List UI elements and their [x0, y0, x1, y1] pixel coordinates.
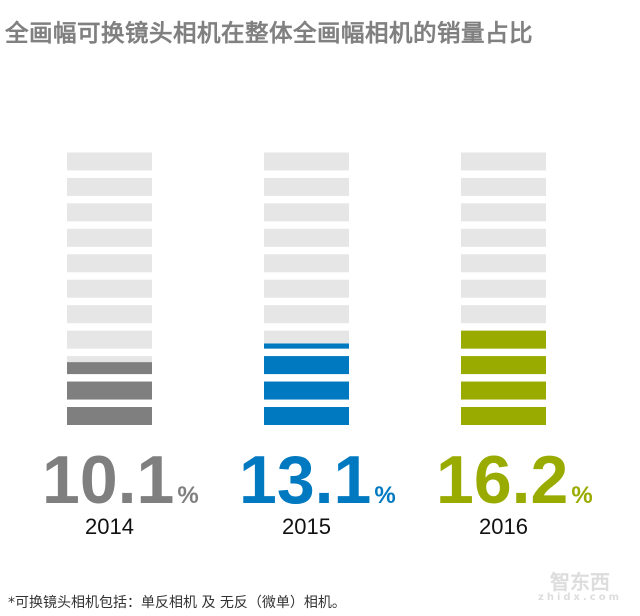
bar-stripe-background: [264, 152, 349, 171]
watermark-logo-text: 智东西: [550, 570, 610, 594]
data-label-unit: %: [374, 482, 396, 509]
data-label: 16.2%: [436, 446, 593, 530]
bar-stripe-background: [461, 254, 546, 273]
bar-stripe-fill: [461, 356, 546, 375]
bar-stripe-background: [461, 152, 546, 171]
bar-stripe-fill: [264, 356, 349, 375]
bar-stripe-background: [67, 228, 152, 247]
bar-stripe-background: [264, 203, 349, 222]
bar-stripe-background: [461, 177, 546, 196]
bar-stripe-fill: [67, 407, 152, 425]
bar-stripe-background: [67, 203, 152, 222]
bar-stripe-background: [264, 254, 349, 273]
bar-2016: [461, 145, 546, 425]
bar-2015: [264, 145, 349, 425]
data-label-value: 13.1: [239, 442, 372, 518]
bar-stripe-background: [264, 305, 349, 324]
x-tick-label: 2015: [282, 514, 331, 539]
bar-stripe-fill: [461, 407, 546, 425]
bar-stripe-background: [461, 203, 546, 222]
bar-stripe-fill: [461, 381, 546, 400]
bar-stripe-background: [264, 177, 349, 196]
data-label: 10.1%: [42, 446, 199, 530]
bar-stripe-background: [67, 330, 152, 349]
data-label-value: 16.2: [436, 442, 569, 518]
data-label-unit: %: [177, 482, 199, 509]
watermark-url: zhidx.com: [538, 592, 622, 603]
bar-stripe-background: [67, 279, 152, 298]
data-label-value: 10.1: [42, 442, 175, 518]
chart-title: 全画幅可换镜头相机在整体全画幅相机的销量占比: [5, 19, 533, 47]
bar-stripe-background: [264, 228, 349, 247]
footnote: *可换镜头相机包括：单反相机 及 无反（微单）相机。: [8, 595, 346, 611]
bar-2014: [67, 145, 152, 425]
bar-stripe-fill: [67, 362, 152, 375]
bar-stripe-background: [461, 228, 546, 247]
bar-stripe-background: [67, 177, 152, 196]
bar-stripe-background: [461, 279, 546, 298]
data-label: 13.1%: [239, 446, 396, 530]
bar-stripe-fill: [264, 407, 349, 425]
bar-stripe-fill: [264, 343, 349, 349]
bar-stripe-fill: [264, 381, 349, 400]
bar-stripe-fill: [461, 330, 546, 349]
watermark-logo: 智东西 zhidx.com: [538, 572, 622, 604]
bar-stripe-background: [67, 305, 152, 324]
bar-stripe-background: [67, 254, 152, 273]
bar-stripe-background: [67, 152, 152, 171]
x-tick-label: 2016: [479, 514, 528, 539]
data-label-unit: %: [571, 482, 593, 509]
bar-stripe-background: [461, 305, 546, 324]
x-tick-label: 2014: [85, 514, 134, 539]
bar-stripe-fill: [67, 381, 152, 400]
bar-stripe-background: [264, 279, 349, 298]
